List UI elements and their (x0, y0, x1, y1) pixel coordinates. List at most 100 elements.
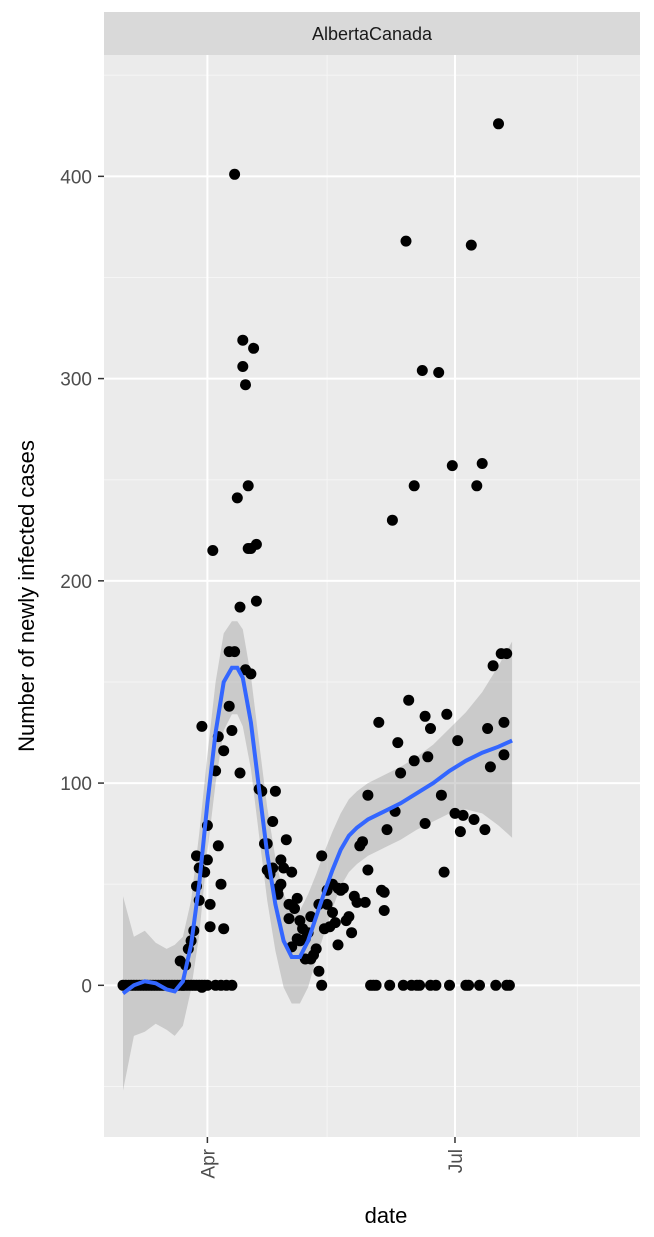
y-axis-label: Number of newly infected cases (14, 440, 39, 752)
data-point (498, 716, 510, 728)
data-point (400, 235, 412, 247)
data-point (452, 735, 464, 747)
data-point (286, 866, 298, 878)
data-point (226, 979, 238, 991)
data-point (378, 905, 390, 916)
data-point (408, 480, 420, 492)
grid-major (104, 55, 640, 1137)
data-point (250, 595, 262, 607)
data-point (291, 892, 303, 904)
data-point (332, 939, 344, 951)
data-point (343, 911, 355, 923)
data-point (419, 818, 431, 829)
data-point (283, 913, 295, 925)
data-point (346, 927, 358, 939)
data-point (468, 814, 480, 825)
data-point (471, 480, 483, 492)
data-point (327, 907, 338, 918)
data-point (373, 716, 385, 728)
data-point (419, 710, 431, 722)
data-point (386, 514, 398, 526)
data-point (359, 896, 371, 908)
data-point (362, 789, 374, 801)
data-point (226, 725, 238, 736)
data-point (444, 979, 455, 991)
data-point (240, 379, 251, 391)
data-point (223, 700, 235, 712)
y-tick-label: 400 (60, 167, 92, 188)
data-point (501, 648, 513, 660)
x-tick-label: Jul (446, 1149, 467, 1173)
data-point (231, 492, 243, 504)
data-point (250, 538, 262, 550)
data-point (207, 545, 219, 556)
data-point (229, 168, 241, 180)
y-tick-label: 300 (60, 370, 92, 391)
data-point (498, 749, 510, 761)
smooth-line (121, 665, 513, 996)
data-point (397, 979, 409, 991)
facet-strip (104, 12, 640, 55)
data-point (310, 943, 322, 955)
data-point (204, 921, 216, 933)
data-point (191, 850, 202, 862)
data-point (267, 816, 279, 827)
data-point (425, 723, 436, 734)
data-point (245, 668, 257, 680)
data-point (392, 737, 404, 749)
data-point (269, 785, 281, 797)
data-point (218, 923, 230, 935)
x-tick-label: Apr (198, 1148, 219, 1178)
data-point (218, 745, 230, 757)
data-point (463, 979, 475, 991)
data-point (204, 898, 216, 910)
data-point (329, 917, 341, 929)
data-point (237, 334, 249, 346)
data-point (493, 118, 504, 130)
data-point (454, 826, 466, 838)
data-point (215, 878, 227, 890)
plot-panel (104, 55, 640, 1137)
data-point (289, 903, 300, 914)
data-point (229, 646, 241, 658)
data-point (378, 886, 390, 898)
data-point (316, 979, 328, 991)
data-point (196, 720, 208, 732)
data-point (416, 365, 428, 376)
data-point (362, 864, 374, 876)
data-point (234, 601, 246, 613)
data-point (403, 694, 415, 706)
data-point (275, 878, 287, 890)
data-point (414, 979, 426, 991)
data-point (395, 767, 407, 779)
data-point (321, 898, 333, 910)
data-point (490, 979, 502, 991)
y-axis: 0 100 200 300 400 (60, 167, 104, 997)
data-point (441, 708, 453, 720)
y-tick-label: 0 (81, 976, 92, 997)
data-point (212, 840, 224, 852)
data-point (408, 755, 420, 767)
data-points (117, 118, 515, 993)
data-point (370, 979, 382, 991)
data-point (234, 767, 246, 779)
data-point (465, 239, 477, 251)
data-point (351, 896, 363, 908)
data-point (474, 979, 485, 991)
data-point (430, 979, 442, 991)
data-point (438, 866, 450, 878)
data-point (484, 761, 496, 773)
data-point (476, 458, 488, 469)
data-point (457, 809, 469, 821)
data-point (435, 789, 447, 801)
x-axis-label: date (365, 1203, 408, 1228)
data-point (433, 367, 445, 378)
data-point (446, 460, 458, 472)
data-point (313, 965, 325, 977)
data-point (487, 660, 499, 672)
data-point (422, 751, 434, 763)
data-point (280, 834, 292, 846)
data-point (201, 854, 213, 866)
